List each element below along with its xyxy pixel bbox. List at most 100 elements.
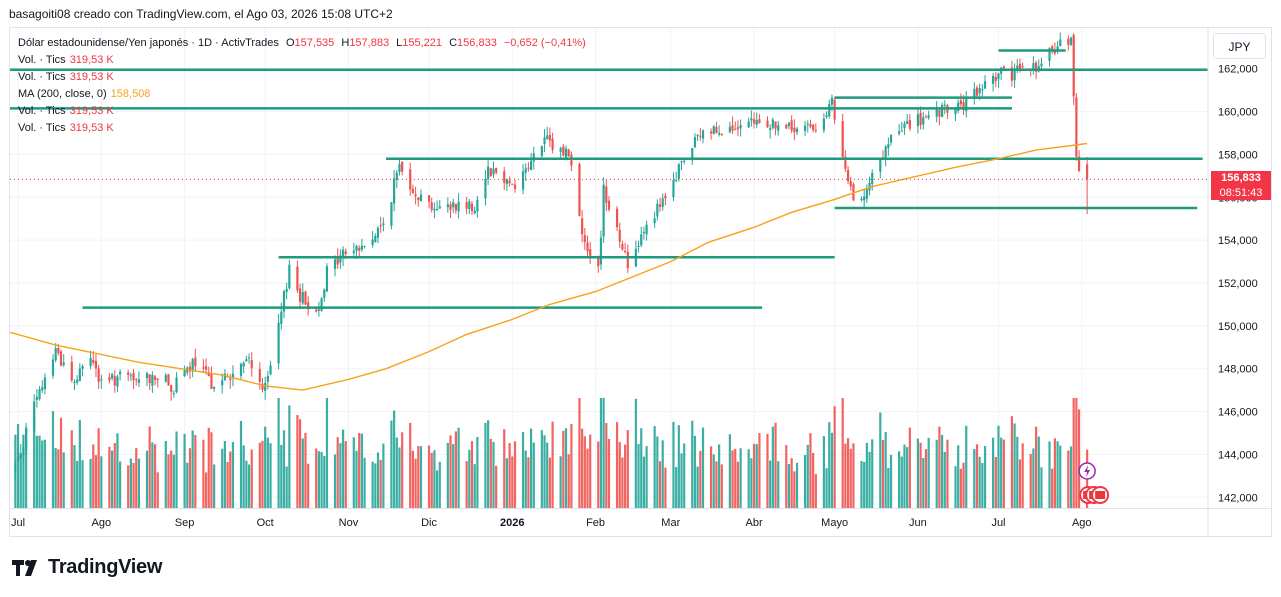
volume-bar bbox=[997, 425, 1000, 508]
candle bbox=[76, 375, 79, 385]
candle-body bbox=[70, 361, 73, 381]
candle bbox=[642, 226, 646, 240]
volume-legend-4[interactable]: Vol. · Tics 319,53 K bbox=[18, 120, 586, 137]
candle bbox=[750, 110, 753, 127]
currency-button[interactable]: JPY bbox=[1213, 33, 1266, 59]
volume-legend-label: Vol. · Tics bbox=[18, 54, 66, 66]
candle-body bbox=[940, 105, 944, 118]
candle bbox=[578, 162, 581, 217]
candle-body bbox=[954, 108, 957, 115]
volume-bar bbox=[250, 449, 253, 508]
volume-bar bbox=[148, 426, 151, 508]
candle bbox=[731, 116, 734, 134]
volume-bar bbox=[881, 440, 885, 508]
volume-bar bbox=[487, 420, 490, 508]
candle bbox=[94, 354, 98, 378]
candle-body bbox=[16, 456, 20, 462]
candle-body bbox=[701, 130, 705, 139]
candle bbox=[812, 123, 815, 133]
candle-body bbox=[785, 124, 788, 129]
candle-body bbox=[943, 104, 946, 106]
candle bbox=[602, 177, 605, 243]
candle bbox=[183, 365, 186, 377]
candle bbox=[360, 238, 363, 253]
x-tick-label: Dic bbox=[421, 517, 437, 529]
volume-bar bbox=[78, 419, 81, 508]
volume-bar bbox=[35, 435, 38, 508]
candle bbox=[175, 372, 178, 394]
candle bbox=[288, 259, 291, 290]
volume-legend-label: Vol. · Tics bbox=[18, 71, 66, 83]
candle-body bbox=[624, 250, 627, 252]
volume-bar bbox=[298, 419, 302, 508]
volume-bar bbox=[430, 452, 433, 508]
candle bbox=[446, 197, 449, 213]
candle bbox=[336, 248, 339, 269]
volume-bar bbox=[247, 464, 251, 508]
candle bbox=[358, 245, 361, 258]
candle-body bbox=[242, 362, 245, 367]
candle-body bbox=[344, 251, 347, 255]
volume-bar bbox=[1056, 441, 1059, 508]
volume-bar bbox=[1000, 437, 1003, 508]
candle bbox=[172, 390, 175, 398]
candle bbox=[712, 125, 715, 135]
candle-body bbox=[374, 235, 377, 243]
candle-body bbox=[691, 148, 694, 161]
volume-legend-2[interactable]: Vol. · Tics 319,53 K bbox=[18, 69, 586, 86]
candle-body bbox=[484, 178, 487, 199]
candle bbox=[785, 123, 788, 130]
candle-body bbox=[766, 120, 769, 128]
volume-bar bbox=[1032, 448, 1035, 508]
candle bbox=[333, 255, 337, 277]
candle-body bbox=[720, 133, 723, 135]
candle bbox=[511, 183, 514, 185]
x-tick-label: Abr bbox=[745, 517, 762, 529]
candle-body bbox=[532, 153, 535, 162]
candle bbox=[607, 196, 611, 212]
volume-bar bbox=[769, 460, 772, 508]
volume-bar bbox=[1021, 443, 1024, 508]
price-chart[interactable]: 142,000 144,000 146,000 148,000 150,000 152,0… bbox=[10, 28, 1271, 536]
volume-bar bbox=[680, 453, 683, 508]
candle bbox=[38, 386, 41, 401]
volume-bar bbox=[352, 437, 355, 508]
volume-bar bbox=[108, 446, 111, 508]
candle-body bbox=[492, 168, 495, 175]
volume-bar bbox=[379, 459, 382, 508]
low-label: L bbox=[396, 37, 403, 49]
volume-bar bbox=[374, 463, 377, 508]
volume-legend-value: 319,53 K bbox=[69, 105, 114, 117]
candle bbox=[589, 241, 592, 265]
x-tick-label: Ago bbox=[1072, 517, 1092, 529]
volume-bar bbox=[766, 433, 769, 508]
candle bbox=[766, 116, 769, 128]
volume-legend-1[interactable]: Vol. · Tics 319,53 K bbox=[18, 52, 586, 69]
volume-bar bbox=[841, 398, 844, 508]
candle bbox=[317, 301, 321, 317]
candle-body bbox=[546, 135, 549, 139]
volume-bar bbox=[242, 445, 245, 508]
candle-body bbox=[994, 76, 997, 82]
y-tick-label: 142,000 bbox=[1218, 492, 1258, 504]
tradingview-footer[interactable]: TradingView bbox=[12, 556, 162, 579]
volume-bar bbox=[615, 422, 619, 508]
candle bbox=[14, 458, 17, 482]
candle bbox=[393, 170, 396, 212]
candle-body bbox=[661, 198, 664, 207]
candle-body bbox=[207, 372, 210, 377]
volume-bar bbox=[191, 430, 194, 508]
candle bbox=[924, 114, 928, 118]
candle-body bbox=[1067, 38, 1070, 45]
candle-body bbox=[1069, 37, 1073, 45]
volume-legend-3[interactable]: Vol. · Tics 319,53 K bbox=[18, 103, 586, 120]
volume-bar bbox=[505, 458, 509, 508]
volume-bar bbox=[304, 432, 307, 508]
volume-bar bbox=[446, 442, 449, 508]
candle-body bbox=[640, 234, 643, 246]
candle-body bbox=[521, 171, 525, 190]
volume-bar bbox=[1077, 409, 1081, 508]
candle bbox=[414, 186, 417, 205]
candle bbox=[957, 99, 960, 114]
ma-legend[interactable]: MA (200, close, 0) 158,508 bbox=[18, 86, 586, 103]
